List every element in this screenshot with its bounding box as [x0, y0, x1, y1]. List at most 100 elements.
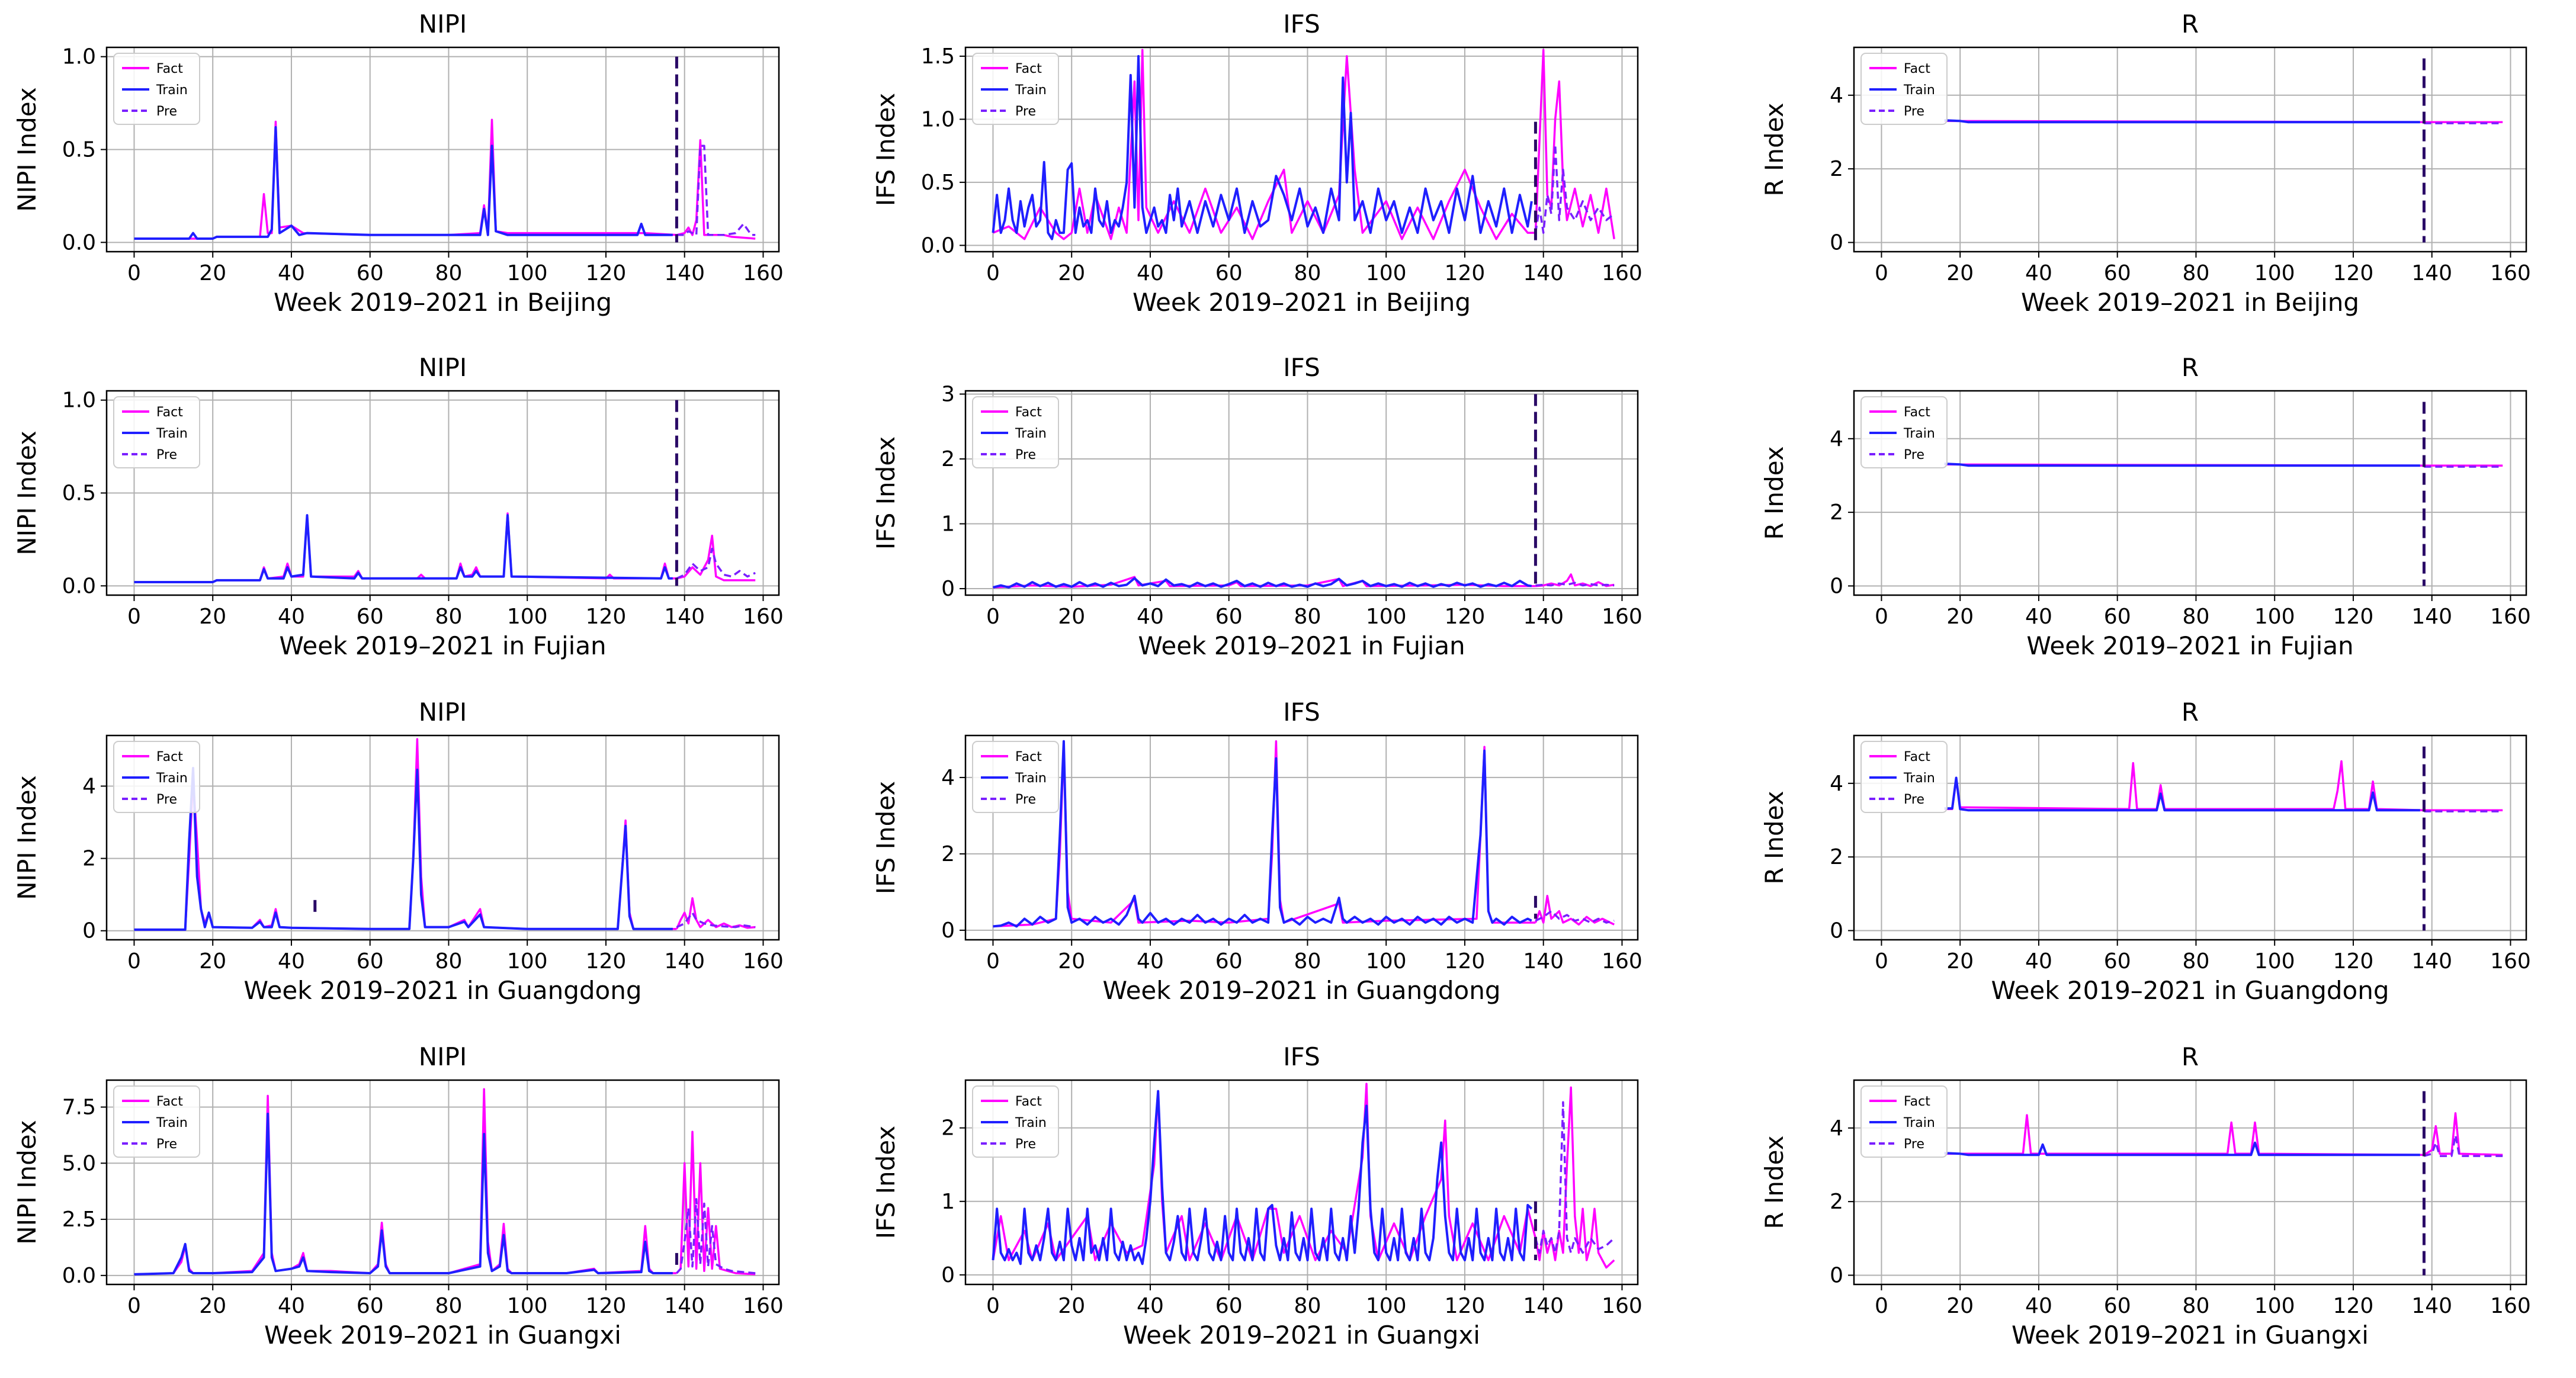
series-fact-line: [2423, 1112, 2503, 1156]
legend: Fact Train Pre: [972, 741, 1059, 813]
x-tick-label: 60: [357, 261, 384, 285]
legend-box: [113, 396, 200, 468]
series-fact-line: [134, 738, 677, 931]
x-tick-label: 100: [507, 605, 548, 629]
legend-box: [972, 53, 1059, 125]
x-tick-label: 40: [278, 605, 305, 629]
x-tick-label: 120: [586, 949, 627, 974]
plot-frame: [964, 1079, 1639, 1286]
y-tick-label: 0: [941, 577, 955, 601]
legend-train-label: Train: [1015, 771, 1047, 786]
legend-train-label: Train: [156, 1116, 188, 1130]
x-tick-label: 80: [435, 949, 463, 974]
series-fact-line: [676, 139, 756, 240]
plot-frame: [964, 46, 1639, 253]
y-tick-label: 0.0: [62, 1264, 96, 1288]
x-tick-label: 140: [2411, 605, 2452, 629]
chart-title: IFS: [1283, 1042, 1320, 1071]
y-tick-label: 4: [1830, 1116, 1843, 1141]
y-tick-label: 0: [1830, 918, 1843, 943]
x-tick-label: 20: [1058, 1294, 1085, 1318]
x-tick-label: 60: [2104, 261, 2131, 285]
plot-frame: [1853, 46, 2527, 253]
series-pre-line: [1535, 582, 1615, 587]
chart-panel: NIPI 0 20 40 60 80 100 120 140 160 0.0 0.5 1.0 Week 2…: [12, 353, 784, 660]
x-tick-label: 80: [435, 1294, 463, 1318]
legend-pre-label: Pre: [156, 1137, 177, 1152]
x-tick-label: 0: [986, 949, 1000, 974]
x-tick-label: 80: [1294, 949, 1321, 974]
x-tick-label: 20: [199, 605, 226, 629]
legend-box: [972, 741, 1059, 813]
y-axis-label: IFS Index: [871, 781, 900, 894]
legend: Fact Train Pre: [1860, 1085, 1948, 1158]
y-tick-label: 1.0: [921, 107, 955, 131]
y-tick-label: 1: [941, 1190, 955, 1214]
x-tick-label: 40: [278, 949, 305, 974]
legend-fact-label: Fact: [156, 750, 183, 765]
x-tick-label: 60: [1215, 261, 1243, 285]
x-tick-label: 20: [1058, 949, 1085, 974]
x-tick-label: 120: [586, 1294, 627, 1318]
chart-title: IFS: [1283, 9, 1320, 38]
y-tick-label: 1.5: [921, 44, 955, 69]
x-tick-label: 80: [435, 261, 463, 285]
legend-pre-label: Pre: [1015, 1137, 1036, 1152]
chart-panel: IFS 0 20 40 60 80 100 120 140 160 0.0 0.5 1.0 1.5 Week…: [871, 9, 1643, 317]
x-tick-label: 140: [1523, 949, 1564, 974]
legend-train-label: Train: [1015, 83, 1047, 98]
plot-frame: [1853, 390, 2527, 596]
legend: Fact Train Pre: [113, 53, 200, 125]
x-tick-label: 40: [278, 1294, 305, 1318]
series-pre-line: [676, 1198, 756, 1274]
x-tick-label: 0: [986, 605, 1000, 629]
y-axis-label: R Index: [1760, 791, 1789, 884]
series-train-line: [1944, 776, 2420, 812]
x-tick-label: 80: [2183, 949, 2210, 974]
y-tick-label: 4: [82, 774, 96, 798]
y-tick-label: 0: [941, 918, 955, 943]
legend: Fact Train Pre: [113, 741, 200, 813]
legend-fact-label: Fact: [1904, 62, 1930, 76]
x-tick-label: 160: [743, 261, 784, 285]
x-tick-label: 140: [1523, 1294, 1564, 1318]
y-tick-label: 4: [1830, 83, 1843, 108]
legend-pre-label: Pre: [1904, 792, 1924, 807]
series-train-line: [992, 54, 1533, 240]
x-tick-label: 120: [586, 261, 627, 285]
x-tick-label: 0: [1875, 605, 1888, 629]
x-tick-label: 40: [1137, 261, 1164, 285]
x-tick-label: 40: [2025, 949, 2052, 974]
legend-fact-label: Fact: [1015, 750, 1042, 765]
y-tick-label: 7.5: [62, 1095, 96, 1119]
y-axis-label: R Index: [1760, 1135, 1789, 1229]
x-tick-label: 0: [986, 1294, 1000, 1318]
x-tick-label: 100: [2254, 605, 2295, 629]
legend: Fact Train Pre: [972, 53, 1059, 125]
x-tick-label: 40: [2025, 605, 2052, 629]
x-tick-label: 120: [2333, 949, 2374, 974]
series-train-line: [134, 767, 673, 931]
y-tick-label: 0.5: [921, 171, 955, 195]
x-tick-label: 100: [2254, 261, 2295, 285]
legend-train-label: Train: [156, 83, 188, 98]
legend-pre-label: Pre: [1904, 448, 1924, 462]
x-tick-label: 100: [2254, 1294, 2295, 1318]
series-fact-line: [1534, 1086, 1615, 1269]
y-tick-label: 4: [1830, 427, 1843, 451]
plot-frame: [964, 734, 1639, 941]
y-axis-label: NIPI Index: [12, 87, 41, 212]
x-tick-label: 160: [2490, 1294, 2531, 1318]
x-tick-label: 20: [199, 261, 226, 285]
chart-panel: NIPI 0 20 40 60 80 100 120 140 160 0.0 0.5 1.0 Week 2…: [12, 9, 784, 317]
y-axis-label: IFS Index: [871, 93, 900, 206]
x-tick-label: 100: [1366, 949, 1407, 974]
chart-title: IFS: [1283, 353, 1320, 382]
series-train-line: [993, 577, 1532, 589]
x-tick-label: 60: [357, 949, 384, 974]
plot-frame: [105, 734, 780, 941]
x-tick-label: 160: [2490, 949, 2531, 974]
x-tick-label: 120: [586, 605, 627, 629]
x-tick-label: 60: [357, 605, 384, 629]
chart-title: IFS: [1283, 698, 1320, 727]
